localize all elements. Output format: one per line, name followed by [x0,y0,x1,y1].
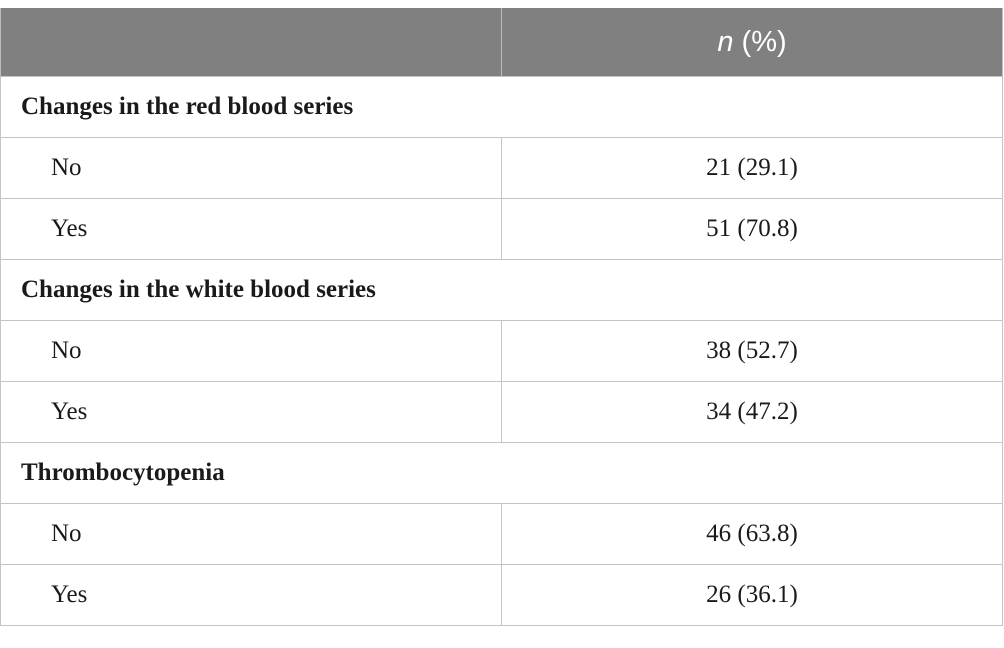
header-row: n (%) [0,8,1003,77]
table-row: Yes 26 (36.1) [0,564,1003,626]
row-value: 21 (29.1) [501,137,1003,199]
header-percent-label: (%) [733,25,787,58]
section-title: Thrombocytopenia [0,442,1003,504]
section-row-white-blood: Changes in the white blood series [0,259,1003,321]
row-label: Yes [0,198,502,260]
row-label: No [0,137,502,199]
header-empty-cell [0,8,502,77]
row-value: 34 (47.2) [501,381,1003,443]
table-row: No 38 (52.7) [0,320,1003,382]
row-value: 51 (70.8) [501,198,1003,260]
row-label: No [0,320,502,382]
table-row: Yes 51 (70.8) [0,198,1003,260]
row-label: Yes [0,564,502,626]
header-n-label: n [717,25,734,58]
table-row: No 21 (29.1) [0,137,1003,199]
header-n-percent: n (%) [501,8,1003,77]
row-label: No [0,503,502,565]
section-row-thrombocytopenia: Thrombocytopenia [0,442,1003,504]
table-row: No 46 (63.8) [0,503,1003,565]
row-label: Yes [0,381,502,443]
blood-changes-table: n (%) Changes in the red blood series No… [0,8,1003,626]
table-row: Yes 34 (47.2) [0,381,1003,443]
section-row-red-blood: Changes in the red blood series [0,76,1003,138]
row-value: 38 (52.7) [501,320,1003,382]
section-title: Changes in the white blood series [0,259,1003,321]
section-title: Changes in the red blood series [0,76,1003,138]
row-value: 46 (63.8) [501,503,1003,565]
row-value: 26 (36.1) [501,564,1003,626]
